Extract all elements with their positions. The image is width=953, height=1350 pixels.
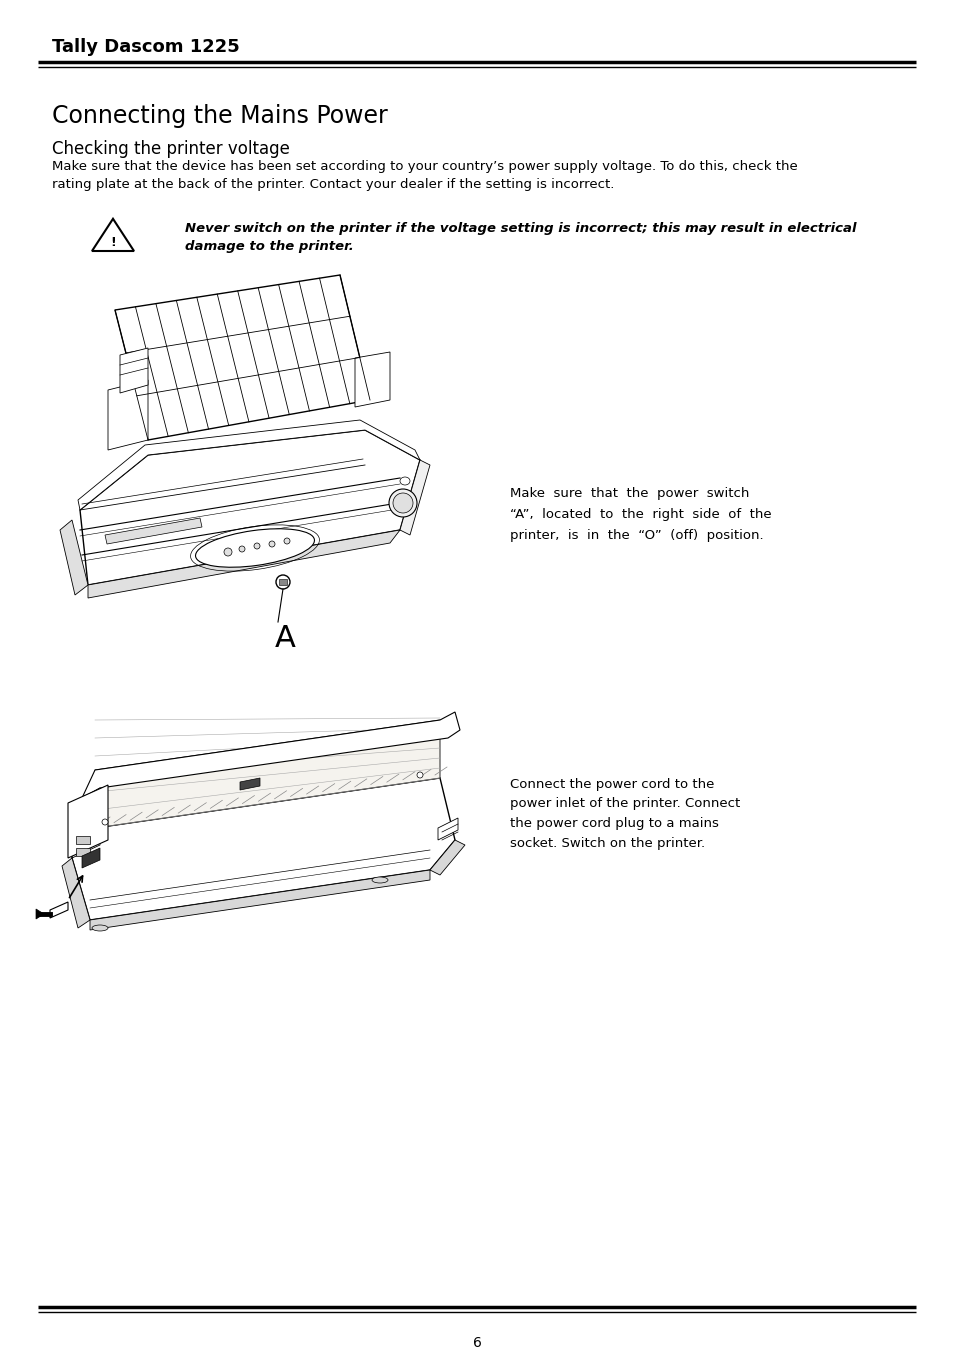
Polygon shape [399, 460, 430, 535]
Polygon shape [68, 784, 108, 859]
Polygon shape [82, 848, 100, 868]
Polygon shape [355, 352, 390, 406]
Circle shape [224, 548, 232, 556]
Circle shape [284, 539, 290, 544]
Ellipse shape [195, 529, 314, 567]
Circle shape [275, 575, 290, 589]
Bar [278, 579, 287, 585]
Polygon shape [95, 720, 439, 828]
Circle shape [102, 819, 108, 825]
Polygon shape [90, 869, 430, 930]
Text: Tally Dascom 1225: Tally Dascom 1225 [52, 38, 239, 55]
Text: 6: 6 [472, 1336, 481, 1350]
Circle shape [253, 543, 260, 549]
Text: Connecting the Mains Power: Connecting the Mains Power [52, 104, 387, 128]
Polygon shape [82, 711, 459, 798]
Bar [76, 836, 90, 844]
Polygon shape [88, 531, 399, 598]
Bar [76, 848, 90, 856]
Text: Make sure that the device has been set according to your country’s power supply : Make sure that the device has been set a… [52, 161, 797, 190]
Polygon shape [78, 420, 419, 510]
Text: Connect the power cord to the
power inlet of the printer. Connect
the power cord: Connect the power cord to the power inle… [510, 778, 740, 849]
Text: Checking the printer voltage: Checking the printer voltage [52, 140, 290, 158]
Text: damage to the printer.: damage to the printer. [185, 240, 354, 252]
Polygon shape [36, 909, 44, 919]
Ellipse shape [393, 493, 413, 513]
Polygon shape [71, 778, 455, 919]
Polygon shape [60, 520, 88, 595]
Polygon shape [105, 518, 202, 544]
Ellipse shape [372, 878, 388, 883]
Polygon shape [430, 840, 464, 875]
Circle shape [416, 772, 422, 778]
Polygon shape [62, 859, 90, 927]
Ellipse shape [389, 489, 416, 517]
Circle shape [239, 545, 245, 552]
Text: !: ! [110, 236, 115, 250]
Polygon shape [50, 902, 68, 918]
Polygon shape [71, 788, 100, 859]
Polygon shape [91, 219, 133, 251]
Ellipse shape [91, 925, 108, 932]
Polygon shape [120, 348, 148, 393]
Polygon shape [71, 819, 95, 859]
Polygon shape [240, 778, 260, 790]
Ellipse shape [399, 477, 410, 485]
Polygon shape [115, 275, 370, 440]
Text: Never switch on the printer if the voltage setting is incorrect; this may result: Never switch on the printer if the volta… [185, 221, 856, 235]
Polygon shape [437, 818, 457, 840]
Text: Make  sure  that  the  power  switch
“A”,  located  to  the  right  side  of  th: Make sure that the power switch “A”, loc… [510, 487, 771, 541]
Circle shape [269, 541, 274, 547]
Text: A: A [274, 624, 295, 653]
Polygon shape [108, 379, 148, 450]
Polygon shape [80, 431, 419, 585]
